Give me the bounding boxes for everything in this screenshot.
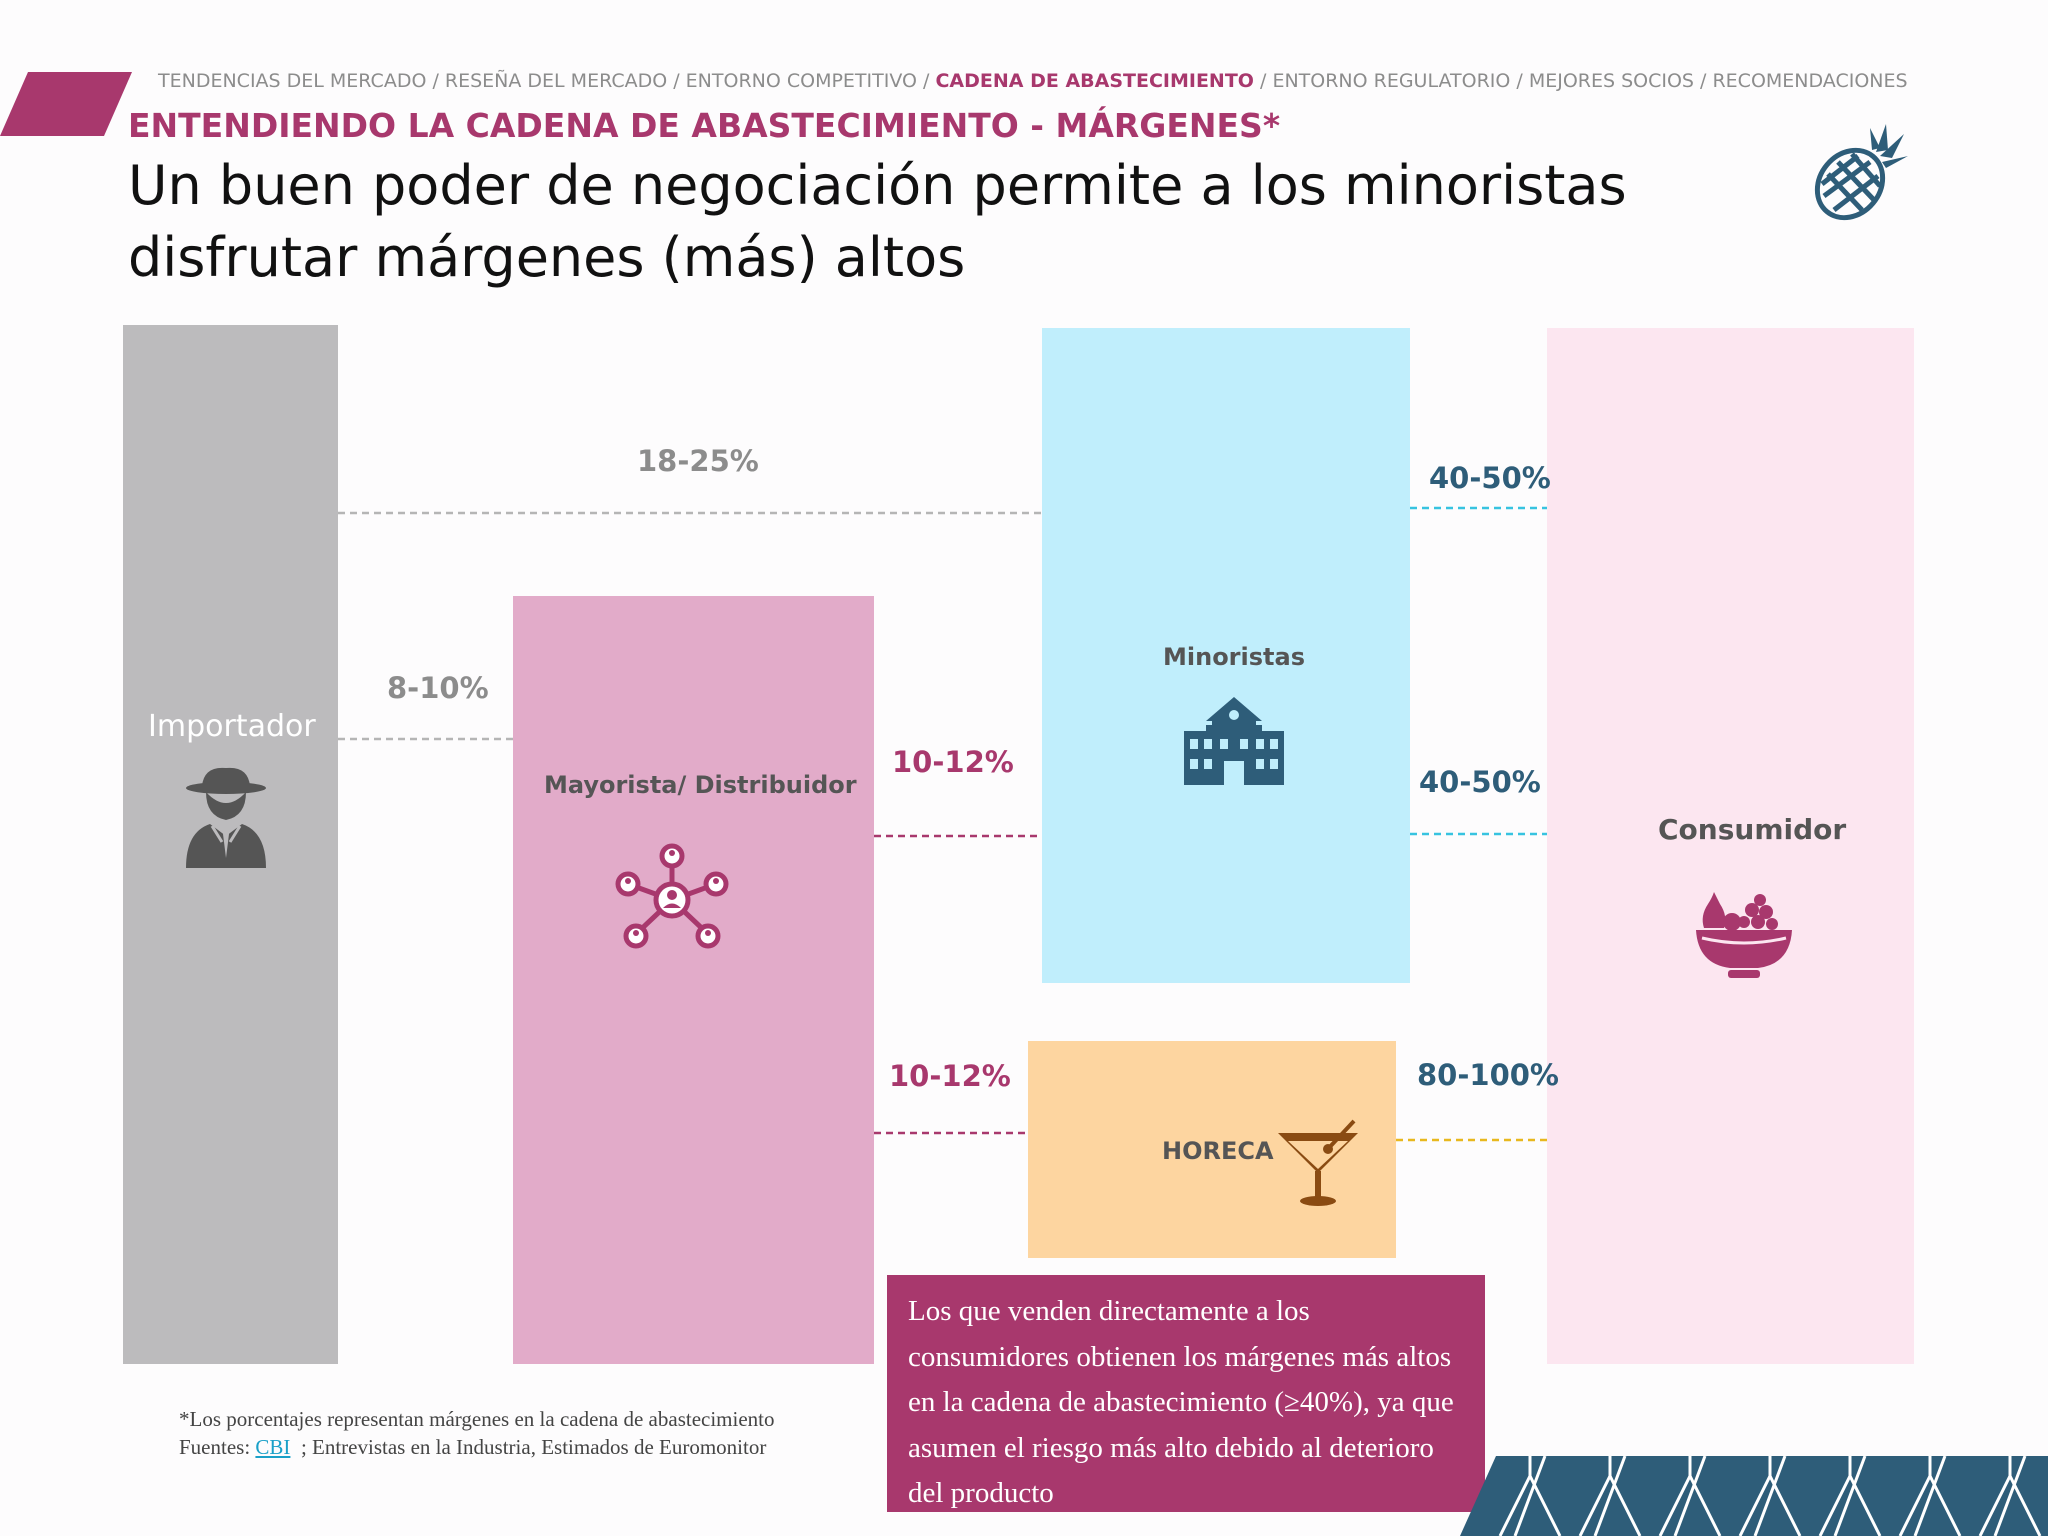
horeca-label: HORECA [1162,1137,1274,1165]
mayorista-bar [513,596,874,1364]
decorative-pattern [1460,1456,2048,1536]
importador-label: Importador [148,709,316,744]
consumidor-label: Consumidor [1658,813,1847,846]
margin-importador-mayorista: 8-10% [387,671,489,705]
margin-mayorista-horeca: 10-12% [889,1059,1011,1093]
pineapple-icon [1814,124,1908,221]
school-building-icon [1184,697,1284,785]
nav-item-tendencias[interactable]: TENDENCIAS DEL MERCADO [158,70,427,92]
callout-box: Los que venden directamente a los consum… [887,1275,1485,1512]
footnote: *Los porcentajes representan márgenes en… [179,1405,775,1461]
header-accent-shape [0,72,132,136]
breadcrumb: TENDENCIAS DEL MERCADO / RESEÑA DEL MERC… [158,70,1908,92]
minoristas-bar [1042,328,1410,983]
nav-item-cadena-abastecimiento[interactable]: CADENA DE ABASTECIMIENTO [935,70,1254,92]
fruit-bowl-icon [1696,892,1792,978]
margin-horeca-consumidor: 80-100% [1417,1058,1559,1092]
footnote-sources: Fuentes: CBI ; Entrevistas en la Industr… [179,1435,767,1459]
page-title: Un buen poder de negociación permite a l… [128,154,1627,289]
nav-item-resena[interactable]: RESEÑA DEL MERCADO [444,70,668,92]
margin-importador-minoristas: 18-25% [637,444,759,478]
mayorista-label: Mayorista/ Distribuidor [544,771,857,799]
minoristas-label: Minoristas [1163,643,1305,671]
cocktail-glass-icon [1278,1119,1358,1206]
nav-item-entorno-competitivo[interactable]: ENTORNO COMPETITIVO [685,70,917,92]
cbi-link[interactable]: CBI [255,1435,291,1459]
consumidor-bar [1547,328,1914,1364]
nav-item-entorno-regulatorio[interactable]: ENTORNO REGULATORIO [1272,70,1511,92]
margin-minoristas-consumidor-top: 40-50% [1429,461,1551,495]
margin-mayorista-minoristas: 10-12% [892,745,1014,779]
network-hub-icon [615,843,729,949]
section-kicker: ENTENDIENDO LA CADENA DE ABASTECIMIENTO … [128,106,1281,145]
nav-item-recomendaciones[interactable]: RECOMENDACIONES [1712,70,1908,92]
footnote-note: *Los porcentajes representan márgenes en… [179,1407,775,1431]
nav-item-mejores-socios[interactable]: MEJORES SOCIOS [1528,70,1694,92]
margin-minoristas-consumidor-mid: 40-50% [1419,765,1541,799]
spy-person-icon [186,767,266,868]
